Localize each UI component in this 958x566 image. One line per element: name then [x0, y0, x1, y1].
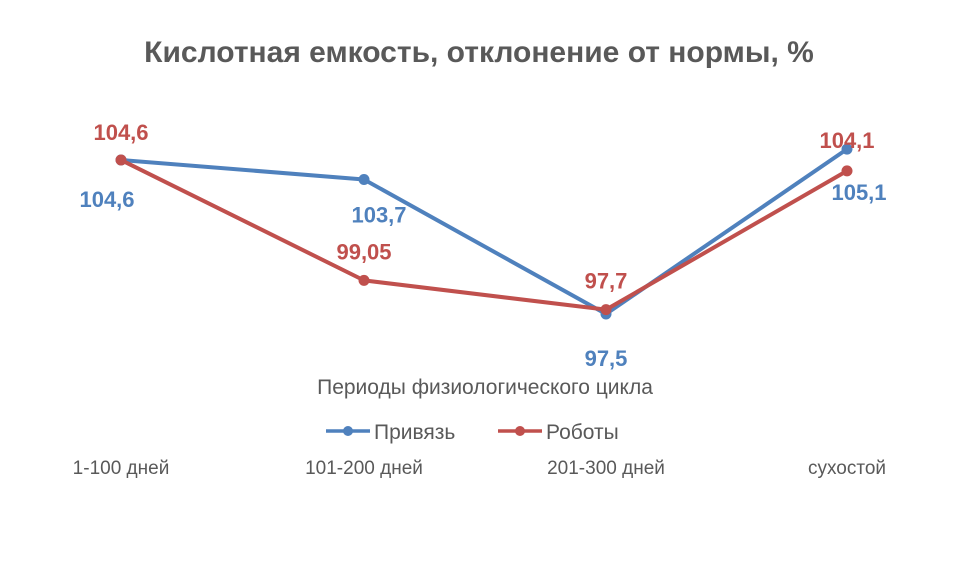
legend-marker-roboty	[515, 426, 525, 436]
x-tick-label: 101-200 дней	[305, 458, 423, 479]
legend-item-roboty: Роботы	[498, 421, 619, 444]
legend: Привязь Роботы	[326, 421, 619, 444]
x-axis-ticks: 1-100 дней 101-200 дней 201-300 дней сух…	[73, 458, 886, 479]
data-label-roboty: 99,05	[336, 239, 391, 264]
data-label-privyaz: 105,1	[831, 180, 886, 205]
series-line-privyaz	[120, 147, 849, 316]
data-point-roboty	[841, 165, 853, 177]
chart-title: Кислотная емкость, отклонение от нормы, …	[144, 36, 814, 69]
data-point-roboty	[600, 304, 612, 316]
x-tick-label: 201-300 дней	[547, 458, 665, 479]
data-label-privyaz: 97,5	[585, 346, 628, 371]
x-tick-label: сухостой	[808, 458, 886, 479]
data-label-roboty: 104,6	[93, 120, 148, 145]
data-label-roboty: 97,7	[585, 269, 628, 294]
data-point-privyaz	[841, 143, 853, 155]
legend-marker-privyaz	[343, 426, 353, 436]
x-axis-title: Периоды физиологического цикла	[317, 376, 653, 399]
data-label-privyaz: 103,7	[351, 203, 406, 228]
data-point-roboty	[115, 154, 127, 166]
data-labels: 104,6 103,7 97,5 105,1 104,6 99,05 97,7 104,1	[79, 120, 886, 371]
legend-item-privyaz: Привязь	[326, 421, 455, 444]
data-point-privyaz	[358, 174, 370, 186]
data-label-privyaz: 104,6	[79, 187, 134, 212]
x-tick-label: 1-100 дней	[73, 458, 170, 479]
plot-area	[115, 143, 853, 320]
data-point-roboty	[358, 274, 370, 286]
series-line-roboty	[120, 158, 848, 312]
legend-label-privyaz: Привязь	[374, 421, 455, 444]
data-label-roboty: 104,1	[819, 128, 874, 153]
legend-label-roboty: Роботы	[546, 421, 619, 444]
